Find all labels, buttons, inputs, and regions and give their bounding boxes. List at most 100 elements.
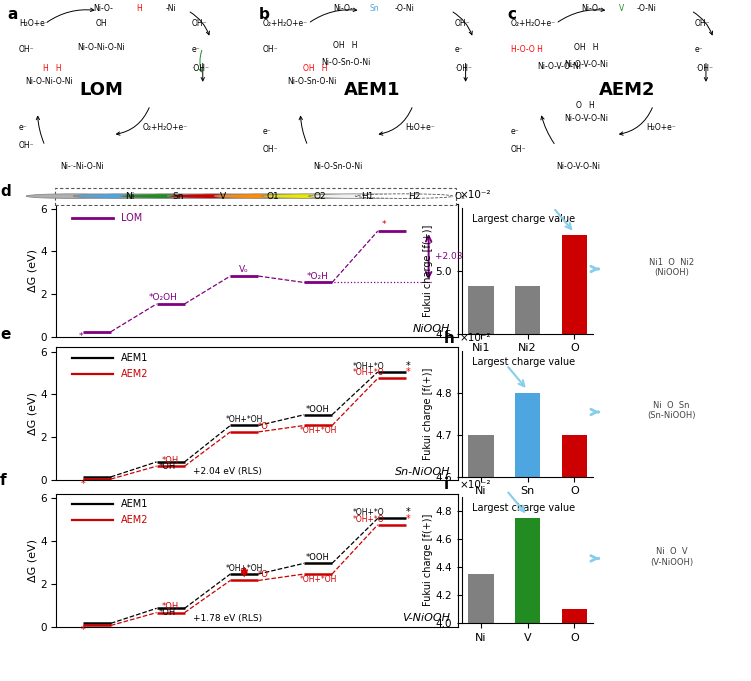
Text: ×10⁻²: ×10⁻² bbox=[460, 190, 490, 200]
Y-axis label: ΔG (eV): ΔG (eV) bbox=[27, 539, 38, 582]
Text: *OH+*OH: *OH+*OH bbox=[225, 564, 263, 573]
Text: OH   H: OH H bbox=[333, 42, 357, 50]
Text: *O₂OH: *O₂OH bbox=[149, 293, 178, 302]
Text: -O-Ni: -O-Ni bbox=[637, 4, 656, 13]
Text: *OH+*OH: *OH+*OH bbox=[300, 575, 336, 584]
Bar bbox=[514, 518, 541, 623]
Text: OH⁻: OH⁻ bbox=[454, 19, 470, 28]
Text: e⁻: e⁻ bbox=[695, 45, 703, 54]
Text: O₂+H₂O+e⁻: O₂+H₂O+e⁻ bbox=[263, 19, 308, 28]
Text: *O₂H: *O₂H bbox=[307, 272, 329, 281]
Text: f: f bbox=[0, 473, 7, 488]
Text: AEM1: AEM1 bbox=[121, 353, 148, 363]
Circle shape bbox=[355, 194, 453, 198]
Text: Ni-O-Ni-O-Ni: Ni-O-Ni-O-Ni bbox=[25, 76, 73, 86]
Text: Sn: Sn bbox=[173, 191, 184, 201]
FancyArrowPatch shape bbox=[201, 63, 204, 81]
Text: *: * bbox=[406, 507, 410, 517]
Text: h: h bbox=[443, 331, 454, 346]
Text: e⁻: e⁻ bbox=[19, 123, 27, 132]
Text: e⁻: e⁻ bbox=[192, 45, 200, 54]
Y-axis label: ΔG (eV): ΔG (eV) bbox=[27, 392, 38, 435]
Bar bbox=[562, 236, 587, 334]
Text: Ni-O-: Ni-O- bbox=[333, 4, 353, 13]
Text: Sn-NiOOH: Sn-NiOOH bbox=[394, 466, 450, 477]
Circle shape bbox=[214, 194, 312, 198]
Text: *: * bbox=[406, 367, 410, 377]
FancyArrowPatch shape bbox=[116, 108, 149, 136]
Text: -Ni: -Ni bbox=[165, 4, 176, 13]
Bar bbox=[514, 393, 541, 477]
Text: ×10⁻²: ×10⁻² bbox=[460, 333, 490, 343]
Text: OH   H: OH H bbox=[303, 63, 327, 73]
Text: Ni: Ni bbox=[125, 191, 135, 201]
Text: V: V bbox=[620, 4, 624, 13]
Bar bbox=[562, 609, 587, 623]
Y-axis label: Fukui charge [f(+)]: Fukui charge [f(+)] bbox=[423, 225, 433, 317]
Text: Sn: Sn bbox=[369, 4, 379, 13]
Text: V-NiOOH: V-NiOOH bbox=[402, 613, 450, 623]
Text: Ni-O-V-O-Ni: Ni-O-V-O-Ni bbox=[538, 62, 581, 71]
Text: *: * bbox=[78, 332, 83, 341]
Text: *OH+*O: *OH+*O bbox=[353, 515, 385, 524]
Text: Ni-O-Ni-O-Ni: Ni-O-Ni-O-Ni bbox=[77, 43, 125, 52]
Text: OH⁻: OH⁻ bbox=[511, 145, 526, 154]
Circle shape bbox=[26, 194, 124, 198]
Text: Ni  O  V
(V-NiOOH): Ni O V (V-NiOOH) bbox=[650, 548, 693, 567]
Text: *OH+*O: *OH+*O bbox=[353, 368, 385, 377]
Text: ·OH⁻: ·OH⁻ bbox=[454, 63, 472, 73]
FancyArrowPatch shape bbox=[453, 12, 472, 35]
Text: Ni-O-V-O-Ni: Ni-O-V-O-Ni bbox=[564, 114, 608, 123]
FancyArrowPatch shape bbox=[36, 116, 44, 143]
Text: g: g bbox=[443, 188, 454, 203]
Text: i: i bbox=[443, 477, 448, 492]
Circle shape bbox=[74, 194, 170, 198]
Text: e⁻: e⁻ bbox=[454, 45, 463, 54]
Text: Ni-O-: Ni-O- bbox=[93, 4, 113, 13]
Text: AEM2: AEM2 bbox=[121, 516, 148, 525]
Text: AEM1: AEM1 bbox=[121, 499, 148, 509]
Text: *: * bbox=[406, 361, 410, 370]
Text: *OH+*OH: *OH+*OH bbox=[225, 415, 263, 424]
Text: Largest charge value: Largest charge value bbox=[472, 214, 575, 224]
Text: +1.78 eV (RLS): +1.78 eV (RLS) bbox=[193, 614, 262, 622]
Circle shape bbox=[309, 194, 406, 198]
Text: *: * bbox=[80, 479, 86, 488]
Bar bbox=[562, 434, 587, 477]
Text: Ni1  O  Ni2
(NiOOH): Ni1 O Ni2 (NiOOH) bbox=[649, 258, 694, 277]
FancyArrowPatch shape bbox=[190, 12, 210, 35]
Circle shape bbox=[120, 194, 218, 198]
Text: OH: OH bbox=[95, 19, 107, 28]
FancyArrowPatch shape bbox=[704, 63, 707, 81]
Text: H2: H2 bbox=[408, 191, 421, 201]
Text: H   H: H H bbox=[44, 63, 62, 73]
Text: LOM: LOM bbox=[121, 212, 142, 223]
Circle shape bbox=[167, 194, 264, 198]
Text: OH⁻: OH⁻ bbox=[192, 19, 207, 28]
Text: ·OH⁻: ·OH⁻ bbox=[695, 63, 713, 73]
Text: H-O-O H: H-O-O H bbox=[511, 45, 542, 54]
Text: d: d bbox=[0, 184, 11, 199]
Text: Ni-O-V-O-Ni: Ni-O-V-O-Ni bbox=[564, 60, 608, 69]
Text: H: H bbox=[136, 4, 142, 13]
Text: OH⁻: OH⁻ bbox=[19, 45, 35, 54]
FancyArrowPatch shape bbox=[464, 63, 467, 81]
Text: *OH: *OH bbox=[162, 456, 179, 465]
Text: e: e bbox=[0, 327, 11, 342]
FancyArrowPatch shape bbox=[47, 8, 94, 22]
Text: b: b bbox=[259, 7, 270, 22]
Text: *OH+*O: *OH+*O bbox=[353, 508, 385, 517]
FancyArrowPatch shape bbox=[620, 108, 653, 136]
Text: *OOH: *OOH bbox=[306, 405, 330, 413]
Text: H₂O+e⁻: H₂O+e⁻ bbox=[646, 123, 676, 132]
Text: *: * bbox=[80, 625, 86, 635]
Text: OH⁻: OH⁻ bbox=[19, 142, 35, 151]
Text: Largest charge value: Largest charge value bbox=[472, 357, 575, 367]
Text: *OOH: *OOH bbox=[306, 553, 330, 562]
Text: *OH: *OH bbox=[162, 603, 179, 612]
Text: OH⁻: OH⁻ bbox=[263, 45, 279, 54]
Text: e⁻: e⁻ bbox=[263, 127, 271, 136]
Text: OH   H: OH H bbox=[574, 43, 598, 52]
Text: Ni-O-Sn-O-Ni: Ni-O-Sn-O-Ni bbox=[321, 58, 370, 67]
Text: *OH: *OH bbox=[158, 608, 176, 617]
